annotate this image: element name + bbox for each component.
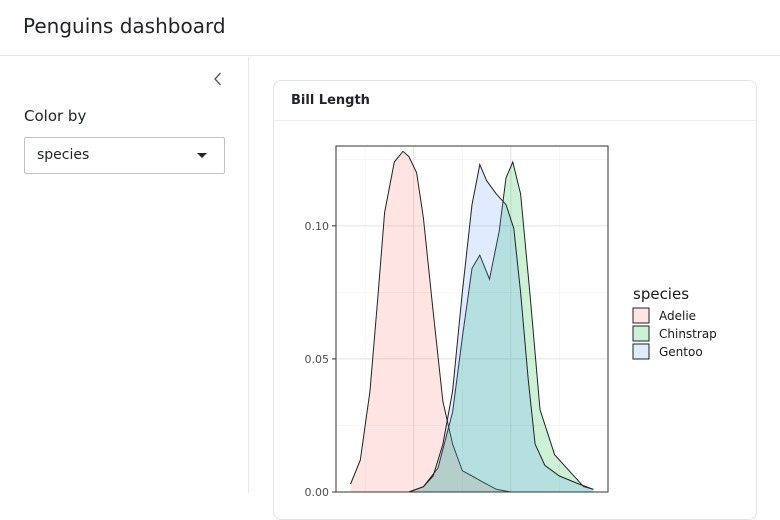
main-content: Bill Length 0.00 0.05 0.10 species Adelie Chi…: [250, 57, 780, 520]
density-line-adelie: [350, 150, 511, 493]
app-title: Penguins dashboard: [23, 14, 226, 38]
density-line-chinstrap: [408, 160, 594, 493]
density-area-adelie: [350, 151, 511, 493]
color-by-label: Color by: [24, 107, 87, 125]
plot-panel-border: [335, 145, 609, 493]
chevron-left-icon: [214, 72, 221, 86]
density-area-gentoo: [408, 164, 594, 492]
legend-key-bg-gentoo: [633, 344, 649, 359]
legend-label-chinstrap: Chinstrap: [659, 327, 717, 341]
legend-title: species: [633, 285, 689, 303]
legend-label-adelie: Adelie: [659, 309, 696, 323]
y-tick-label: 0.05: [305, 353, 330, 366]
density-area-chinstrap: [408, 162, 594, 492]
legend-key-bg-adelie: [633, 308, 649, 323]
sidebar: Color by species: [0, 57, 249, 493]
density-line-gentoo: [408, 162, 594, 493]
color-by-select[interactable]: species: [24, 137, 225, 174]
legend-key-adelie: [632, 307, 650, 324]
legend-label-gentoo: Gentoo: [659, 345, 703, 359]
collapse-sidebar-button[interactable]: [210, 71, 226, 87]
legend-key-gentoo: [632, 343, 650, 360]
y-tick-label: 0.10: [305, 220, 330, 233]
color-by-selected-value: species: [37, 147, 90, 163]
caret-down-icon: [197, 153, 207, 158]
legend-key-chinstrap: [632, 325, 650, 342]
card-title: Bill Length: [274, 81, 756, 121]
top-navbar: Penguins dashboard: [0, 0, 780, 56]
legend-key-bg-chinstrap: [633, 326, 649, 341]
bill-length-card: Bill Length 0.00 0.05 0.10 species Adelie Chi…: [273, 80, 757, 520]
